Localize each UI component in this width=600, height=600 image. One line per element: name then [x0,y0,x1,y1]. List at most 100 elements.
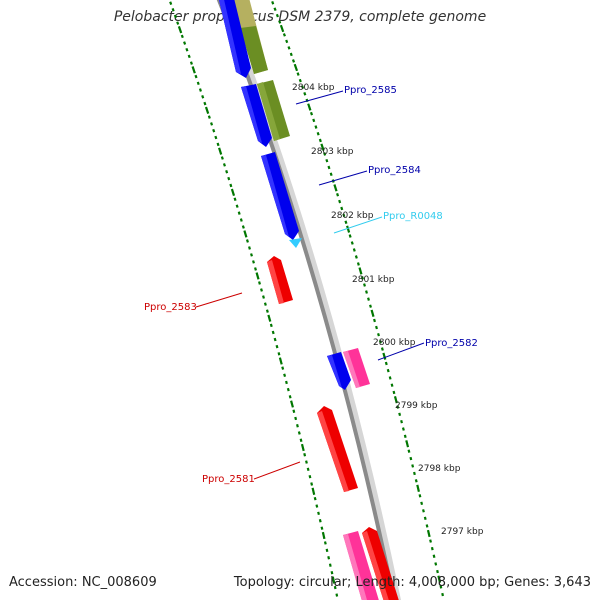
inner-tick-mark [330,570,334,575]
outer-tick-mark [273,7,277,12]
outer-tick-mark [365,290,368,294]
inner-tick-mark [243,230,248,238]
inner-tick-mark [271,330,275,335]
gene-label-ppro-2582[interactable]: Ppro_2582 [425,338,478,349]
gene-labels: Ppro_2585 Ppro_2584 Ppro_R0048 Ppro_2583… [144,85,478,485]
outer-tick-mark [373,318,376,323]
outer-tick-mark [358,267,363,275]
inner-tick-mark [318,519,322,523]
inner-tick-mark [321,531,326,540]
outer-tick-mark [314,125,318,129]
outer-tick-mark [432,554,436,559]
inner-tick-mark [169,1,173,5]
inner-tick-mark [313,496,317,501]
outer-tick-mark [344,220,348,225]
outer-tick-mark [396,405,400,409]
inner-tick-mark [311,487,316,495]
outer-tick-mark [382,352,387,360]
outer-tick-mark [441,592,444,597]
kbp-label: 2801 kbp [352,275,395,285]
inner-tick-mark [262,295,265,299]
outer-tick-mark [409,456,413,461]
outer-tick-mark [390,383,394,387]
outer-tick-mark [363,283,366,287]
outer-tick-mark [307,103,312,111]
inner-tick-mark [183,41,187,45]
feature-blue-ppro-2582[interactable] [327,352,351,390]
inner-tick-mark [250,253,253,257]
outer-tick-mark [356,262,360,266]
inner-tick-mark [201,95,205,99]
kbp-label: 2804 kbp [292,83,335,93]
outer-tick-mark [338,199,342,204]
outer-tick-mark [411,464,415,468]
feature-blue-ppro-2584[interactable] [261,152,299,240]
outer-tick-mark [361,276,364,280]
inner-tick-mark [281,366,285,370]
outer-tick-mark [378,340,382,344]
outer-tick-mark [289,52,293,57]
outer-tick-mark [342,213,346,218]
feature-pink-1[interactable] [343,348,370,388]
outer-tick-mark [418,494,422,498]
accession-text: Accession: NC_008609 [9,575,157,590]
outer-tick-mark [377,332,380,337]
inner-tick-mark [171,8,175,12]
kbp-label: 2803 kbp [311,147,354,157]
inner-tick-mark [286,387,290,392]
inner-tick-mark [233,197,237,202]
feature-olive-1[interactable] [232,0,268,74]
feature-red-3[interactable] [362,527,400,600]
outer-tick-mark [352,248,356,252]
outer-tick-mark [386,368,390,373]
inner-tick-mark [241,225,245,229]
inner-tick-mark [189,61,193,65]
gene-label-ppro-2584[interactable]: Ppro_2584 [368,165,421,176]
inner-tick-mark [214,135,218,140]
inner-tick-mark [210,122,214,126]
feature-pink-2[interactable] [343,531,380,600]
feature-olive-2[interactable] [257,80,290,141]
inner-tick-mark [255,272,260,280]
feature-red-ppro-2581[interactable] [317,406,358,492]
inner-tick-mark [196,81,200,86]
inner-tick-mark [308,474,312,479]
feature-rna-ppro-r0048[interactable] [289,238,302,248]
gene-label-ppro-r0048[interactable]: Ppro_R0048 [383,211,443,222]
inner-tick-mark [285,380,288,385]
inner-tick-mark [245,239,249,243]
gene-label-ppro-2585[interactable]: Ppro_2585 [344,85,397,96]
outer-tick-mark [316,131,320,136]
inner-tick-mark [306,467,310,472]
outer-tick-mark [423,516,427,521]
inner-tick-mark [269,323,273,328]
outer-tick-mark [384,361,388,366]
outer-tick-mark [320,143,325,151]
inner-tick-mark [258,281,261,285]
outer-tick-mark [414,479,418,483]
feature-blue-1[interactable] [218,0,251,78]
outer-tick-mark [346,225,351,233]
feature-red-ppro-2583[interactable] [267,256,293,304]
outer-tick-mark [400,419,403,424]
kbp-label: 2797 kbp [441,527,484,537]
gene-label-ppro-2581[interactable]: Ppro_2581 [202,474,255,485]
inner-tick-mark [265,309,269,313]
outer-tick-mark [293,63,299,72]
gene-label-ppro-2583[interactable]: Ppro_2583 [144,302,197,313]
outer-tick-mark [413,471,416,476]
outer-tick-mark [380,347,384,351]
outer-tick-mark [312,118,316,123]
feature-blue-ppro-2585[interactable] [241,84,272,147]
outer-tick-mark [388,376,392,380]
inner-tick-mark [323,541,327,545]
outer-tick-mark [301,85,305,89]
inner-tick-mark [237,211,241,215]
outer-tick-mark [291,59,296,63]
inner-tick-mark [187,54,191,59]
inner-tick-mark [180,34,184,39]
inner-tick-mark [218,147,223,155]
map-title: Pelobacter propionicus DSM 2379, complet… [113,9,487,25]
outer-tick-mark [298,78,302,83]
